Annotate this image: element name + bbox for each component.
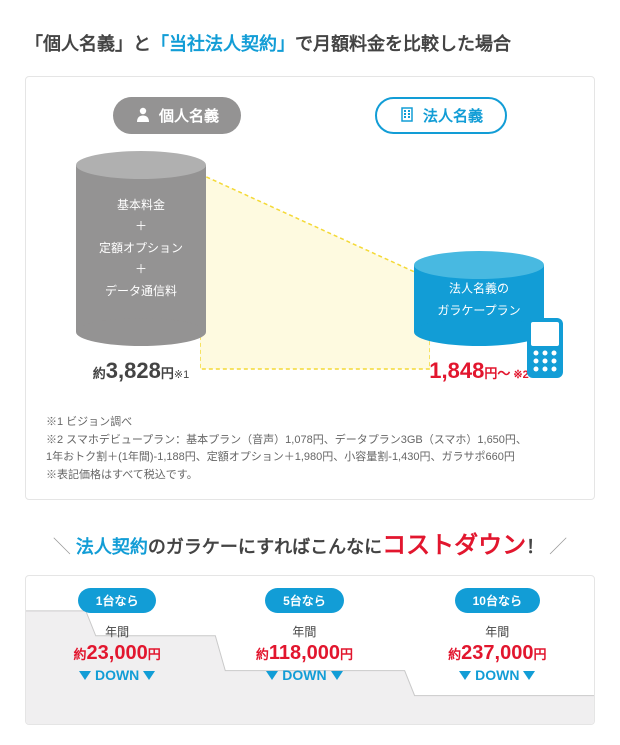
title-rest: で月額料金を比較した場合 [295,34,511,54]
building-icon [399,106,415,126]
cylinder-corporate: 法人名義の ガラケープラン [414,251,544,346]
savings-col-1: 1台なら 年間 約23,000円 DOWN [74,588,161,724]
savings-col-3: 10台なら 年間 約237,000円 DOWN [448,588,546,724]
badge-corporate: 法人名義 [375,97,507,134]
compare-headers: 個人名義 法人名義 [46,97,574,134]
price-corporate: 1,848円～ ※2 [429,358,528,384]
title-part1: 「個人名義」 [25,34,133,54]
yellow-connector [200,174,430,374]
cylinder-personal-text: 基本料金 ＋ 定額オプション ＋ データ通信料 [76,195,206,303]
units-badge-3: 10台なら [455,588,540,613]
arrow-down-icon [143,671,155,680]
main-title: 「個人名義」と「当社法人契約」で月額料金を比較した場合 [25,30,595,56]
annual-2: 年間 [256,623,353,640]
arrow-down-icon [459,671,471,680]
annual-1: 年間 [74,623,161,640]
phone-icon [526,317,564,384]
units-badge-2: 5台なら [265,588,344,613]
savings-panel: 1台なら 年間 約23,000円 DOWN 5台なら 年間 約118,000円 … [25,575,595,725]
amount-3: 約237,000円 [448,642,546,665]
down-3: DOWN [448,667,546,683]
cylinders-row: 基本料金 ＋ 定額オプション ＋ データ通信料 約3,828円※1 法人名義の … [46,154,574,414]
title-part2: 「当社法人契約」 [151,34,295,54]
cost-down-title: ＼ 法人契約のガラケーにすればこんなにコストダウン！ ／ [25,525,595,560]
amount-1: 約23,000円 [74,642,161,665]
price-personal: 約3,828円※1 [93,358,189,384]
arrow-down-icon [523,671,535,680]
cylinder-corporate-text: 法人名義の ガラケープラン [414,279,544,322]
footnote-2: ※2 スマホデビュープラン：基本プラン（音声）1,078円、データプラン3GB（… [46,432,574,450]
down-2: DOWN [256,667,353,683]
title-connector: と [133,34,151,54]
footnotes: ※1 ビジョン調べ ※2 スマホデビュープラン：基本プラン（音声）1,078円、… [46,414,574,484]
down-1: DOWN [74,667,161,683]
arrow-down-icon [266,671,278,680]
cylinder-personal: 基本料金 ＋ 定額オプション ＋ データ通信料 [76,151,206,346]
person-icon [135,106,151,126]
badge-corporate-label: 法人名義 [423,105,483,126]
footnote-4: ※表記価格はすべて税込です。 [46,467,574,485]
savings-columns: 1台なら 年間 約23,000円 DOWN 5台なら 年間 約118,000円 … [26,576,594,724]
savings-col-2: 5台なら 年間 約118,000円 DOWN [256,588,353,724]
compare-panel: 個人名義 法人名義 基本料金 ＋ 定額オプション ＋ データ通信料 [25,76,595,500]
arrow-down-icon [331,671,343,680]
amount-2: 約118,000円 [256,642,353,665]
footnote-3: 1年おトク割＋(1年間)-1,188円、定額オプション＋1,980円、小容量割-… [46,449,574,467]
cylinder-corporate-wrap: 法人名義の ガラケープラン 1,848円～ ※2 [414,251,544,384]
annual-3: 年間 [448,623,546,640]
badge-personal: 個人名義 [113,97,241,134]
infographic-container: 「個人名義」と「当社法人契約」で月額料金を比較した場合 個人名義 法人名義 [0,0,620,745]
units-badge-1: 1台なら [78,588,157,613]
badge-personal-label: 個人名義 [159,105,219,126]
footnote-1: ※1 ビジョン調べ [46,414,574,432]
cylinder-personal-wrap: 基本料金 ＋ 定額オプション ＋ データ通信料 約3,828円※1 [76,151,206,384]
arrow-down-icon [79,671,91,680]
